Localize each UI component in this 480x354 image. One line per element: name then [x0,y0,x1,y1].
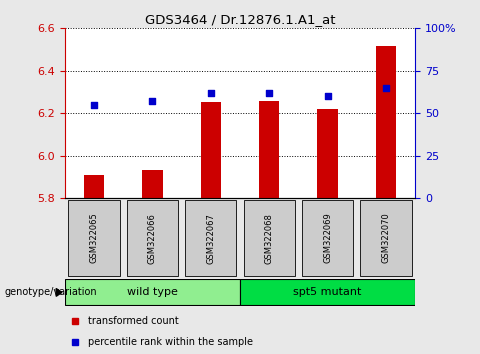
Bar [376,46,396,198]
Title: GDS3464 / Dr.12876.1.A1_at: GDS3464 / Dr.12876.1.A1_at [145,13,335,26]
Bar [65,279,240,306]
Text: transformed count: transformed count [87,316,179,326]
Text: GSM322069: GSM322069 [323,213,332,263]
Text: genotype/variation: genotype/variation [5,287,97,297]
Text: spt5 mutant: spt5 mutant [293,287,362,297]
Text: wild type: wild type [127,287,178,297]
Bar [317,109,338,198]
Text: percentile rank within the sample: percentile rank within the sample [87,337,252,348]
Bar [68,200,120,276]
Bar [142,170,163,198]
Bar [201,102,221,198]
Text: GSM322068: GSM322068 [264,213,274,263]
Point [265,90,273,96]
Polygon shape [56,289,62,296]
Bar [185,200,237,276]
Bar [360,200,412,276]
Point [324,93,331,99]
Bar [240,279,415,306]
Bar [243,200,295,276]
Text: GSM322065: GSM322065 [89,213,98,263]
Text: GSM322067: GSM322067 [206,213,216,263]
Bar [127,200,178,276]
Bar [302,200,353,276]
Point [148,98,156,104]
Point [207,90,215,96]
Text: GSM322070: GSM322070 [382,213,391,263]
Bar [259,101,279,198]
Point [382,85,390,91]
Bar [84,175,104,198]
Point [90,102,98,108]
Text: GSM322066: GSM322066 [148,213,157,263]
